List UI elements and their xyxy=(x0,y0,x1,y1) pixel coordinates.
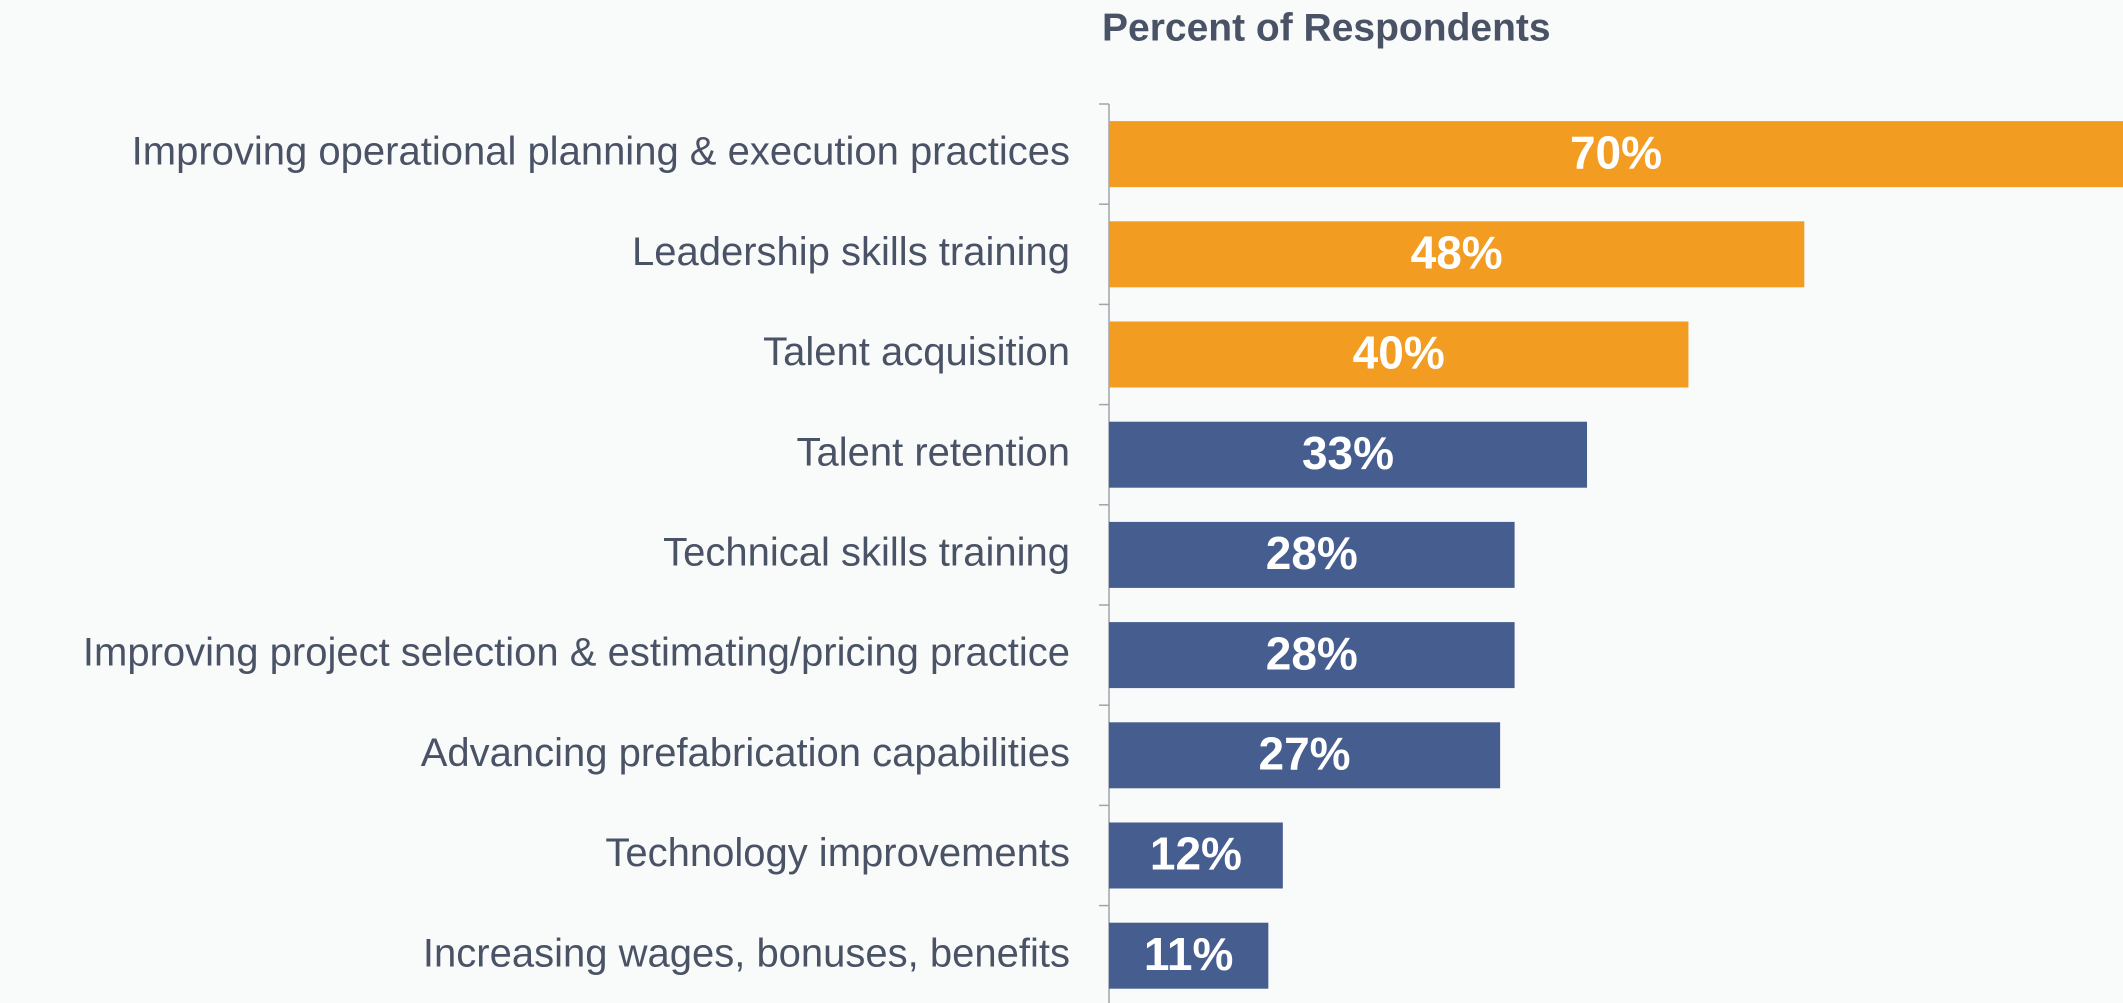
value-label: 33% xyxy=(1302,427,1394,479)
bar xyxy=(1109,421,1588,488)
category-label: Increasing wages, bonuses, benefits xyxy=(423,931,1070,975)
category-label: Technology improvements xyxy=(605,831,1070,875)
value-label: 11% xyxy=(1144,928,1234,980)
bar xyxy=(1109,622,1515,689)
bar xyxy=(1109,722,1501,789)
value-label: 27% xyxy=(1259,727,1351,779)
category-label: Talent retention xyxy=(796,430,1070,474)
category-label: Talent acquisition xyxy=(763,330,1070,374)
value-label: 40% xyxy=(1353,327,1445,379)
bar xyxy=(1109,822,1283,889)
value-label: 70% xyxy=(1570,126,1662,178)
category-label: Technical skills training xyxy=(663,530,1070,574)
value-label: 12% xyxy=(1150,828,1242,880)
value-label: 48% xyxy=(1411,226,1503,278)
category-label: Improving project selection & estimating… xyxy=(83,631,1070,675)
bar xyxy=(1109,121,2123,188)
value-label: 28% xyxy=(1266,527,1358,579)
bar xyxy=(1109,321,1689,388)
bar xyxy=(1109,521,1515,588)
chart-title: Percent of Respondents xyxy=(1102,6,1551,49)
category-label: Leadership skills training xyxy=(632,230,1070,274)
category-label: Improving operational planning & executi… xyxy=(132,130,1070,174)
bar xyxy=(1109,221,1805,288)
category-label: Advancing prefabrication capabilities xyxy=(421,731,1070,775)
bar xyxy=(1109,922,1269,989)
value-label: 28% xyxy=(1266,627,1358,679)
